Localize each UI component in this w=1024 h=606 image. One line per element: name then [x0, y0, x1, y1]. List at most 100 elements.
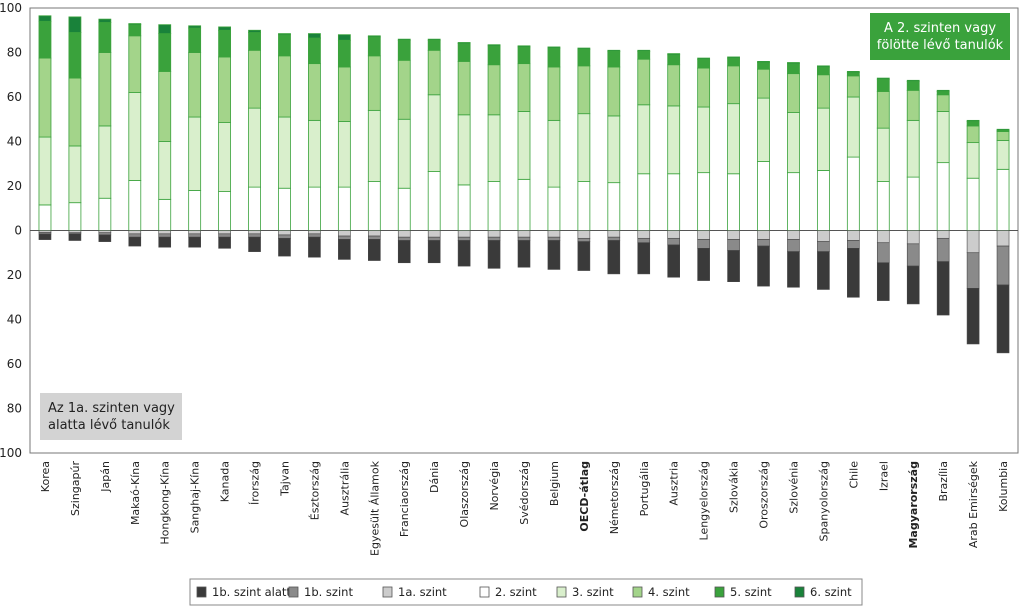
bar-segment-l5 — [577, 48, 591, 67]
bar-segment-l2 — [68, 202, 82, 231]
bar-segment-below1b — [847, 248, 860, 298]
bar-segment-l2 — [787, 172, 800, 231]
bar-segment-l6 — [427, 38, 441, 41]
bar-segment-l1a — [427, 230, 441, 238]
bar-segment-l1b — [98, 232, 112, 236]
bar-segment-l2 — [128, 180, 142, 231]
category-label: Portugália — [638, 461, 651, 516]
category-label: Korea — [39, 461, 52, 492]
bar-segment-l1a — [697, 230, 710, 240]
bar-segment-l1b — [667, 237, 680, 246]
bar-segment-l5 — [727, 57, 740, 67]
y-tick-label: 60 — [7, 90, 22, 104]
bar-segment-l5 — [128, 24, 142, 37]
bar-segment-l6 — [278, 33, 291, 36]
bar-segment-l1b — [158, 233, 172, 238]
bar-segment-l5 — [906, 81, 920, 91]
bar-segment-l1b — [757, 239, 770, 247]
bar-segment-l4 — [966, 125, 980, 144]
bar-segment-l1b — [218, 233, 231, 238]
y-tick-label: 100 — [0, 446, 22, 460]
bar-segment-below1b — [308, 236, 321, 258]
category-label: Japán — [99, 461, 112, 493]
bar-segment-l3 — [457, 114, 471, 186]
bar-segment-below1b — [637, 242, 651, 275]
category-label: Norvégia — [488, 461, 501, 511]
bar-segment-below1b — [38, 233, 52, 240]
bar-segment-l1a — [218, 230, 231, 235]
bar-segment-l4 — [308, 63, 321, 121]
bar-segment-l3 — [367, 109, 381, 182]
legend-label: 3. szint — [572, 585, 614, 599]
bar-segment-l3 — [68, 145, 82, 204]
bar-segment-l6 — [697, 57, 711, 60]
bar-segment-l2 — [397, 187, 411, 231]
bar-segment-l3 — [427, 94, 441, 172]
bar-segment-l5 — [547, 47, 561, 68]
bar-segment-below1b — [338, 239, 351, 260]
bar-segment-l4 — [757, 68, 770, 99]
bar-segment-l6 — [487, 44, 501, 47]
bar-segment-l6 — [248, 29, 261, 33]
legend-label: 6. szint — [810, 585, 852, 599]
bar-segment-l2 — [547, 186, 561, 231]
bar-segment-l5 — [816, 66, 830, 76]
bar-segment-l1b — [697, 239, 710, 249]
category-label: Írország — [249, 461, 262, 505]
bar-segment-l1b — [966, 252, 980, 289]
bar-segment-l1b — [278, 234, 291, 239]
bar-segment-l4 — [577, 65, 591, 115]
bar-segment-l6 — [38, 15, 52, 22]
bar-segment-below1b — [996, 284, 1010, 354]
bar-segment-l5 — [936, 91, 950, 96]
bar-segment-l3 — [757, 97, 770, 162]
bar-segment-l2 — [876, 181, 890, 231]
bar-segment-l1a — [547, 230, 561, 238]
legend-label: 5. szint — [730, 585, 772, 599]
bar-segment-l6 — [906, 79, 920, 82]
category-label: Hongkong-Kína — [159, 461, 172, 545]
bar-segment-l4 — [397, 59, 411, 120]
bar-segment-l6 — [757, 61, 770, 63]
bar-segment-l2 — [577, 181, 591, 231]
bar-segment-l6 — [637, 49, 651, 52]
bar-segment-l1b — [847, 240, 860, 249]
bar-segment-l6 — [337, 34, 351, 41]
bar-segment-l1a — [757, 230, 770, 240]
bar-segment-below1b — [966, 288, 980, 345]
bar-segment-l1b — [517, 236, 531, 241]
bar-segment-l1b — [427, 236, 441, 241]
bar-segment-l4 — [98, 52, 112, 127]
bar-segment-below1b — [128, 236, 142, 247]
bar-segment-l1b — [906, 243, 920, 267]
bar-segment-l2 — [697, 172, 711, 231]
bar-segment-l3 — [278, 116, 291, 189]
bar-segment-l5 — [637, 50, 651, 60]
bar-segment-l2 — [367, 181, 381, 231]
bar-segment-l2 — [966, 177, 980, 231]
bar-segment-l1b — [487, 236, 501, 241]
lower-box — [40, 393, 182, 440]
category-label: Kanada — [219, 461, 232, 502]
bar-segment-l5 — [487, 45, 501, 66]
bar-segment-l1b — [368, 235, 381, 240]
bar-segment-l1b — [308, 233, 321, 238]
bar-segment-below1b — [577, 241, 591, 271]
category-label: Svédország — [518, 461, 531, 525]
bar-segment-l2 — [816, 170, 830, 231]
bar-segment-l4 — [816, 74, 830, 109]
bar-segment-l5 — [308, 37, 321, 65]
legend-swatch — [196, 586, 207, 598]
bar-segment-below1b — [188, 236, 201, 248]
bar-segment-below1b — [368, 239, 381, 261]
category-label: Chile — [847, 461, 860, 489]
bar-segment-l3 — [218, 122, 232, 192]
legend-swatch — [632, 586, 643, 598]
bar-segment-l1b — [817, 241, 830, 252]
lower-box-text: alatta lévő tanulók — [48, 418, 170, 433]
bar-segment-l1a — [727, 230, 740, 240]
bar-segment-below1b — [757, 245, 770, 287]
legend-swatch — [556, 586, 567, 598]
bar-segment-l1a — [368, 230, 381, 237]
bar-segment-l4 — [218, 56, 232, 123]
